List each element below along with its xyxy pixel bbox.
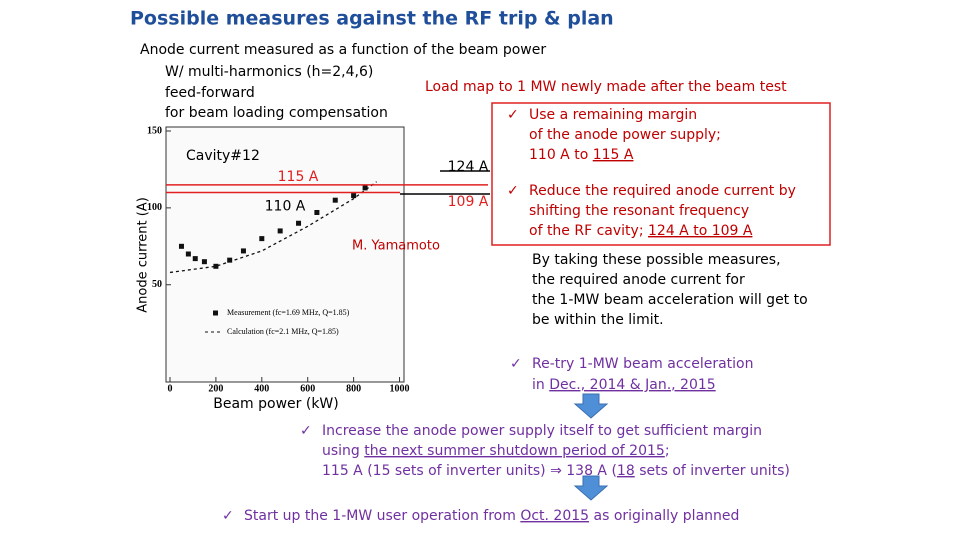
text-segment: 110 A to: [529, 147, 593, 163]
reference-label: 110 A: [265, 199, 306, 215]
marker: [259, 236, 265, 242]
text-segment: the next summer shutdown period of 2015: [364, 443, 665, 459]
text-segment: Anode current measured as a function of …: [140, 42, 546, 58]
marker: [192, 256, 198, 262]
text-segment: the required anode current for: [532, 272, 745, 288]
y-tick-label: 50: [152, 279, 162, 290]
marker: [362, 185, 368, 191]
plot-frame: [165, 126, 405, 383]
reference-label: 124 A: [448, 159, 489, 175]
text-segment: for beam loading compensation: [165, 105, 388, 121]
text-line: using the next summer shutdown period of…: [322, 443, 670, 459]
text-segment: as originally planned: [589, 508, 739, 524]
text-segment: Reduce the required anode current by: [529, 183, 796, 199]
text-segment: Load map to 1 MW newly made after the be…: [425, 79, 787, 95]
x-tick-label: 400: [254, 383, 269, 394]
text-segment: By taking these possible measures,: [532, 252, 781, 268]
text-segment: 124 A to 109 A: [648, 223, 753, 239]
text-segment: of the anode power supply;: [529, 127, 721, 143]
text-segment: 18: [617, 463, 635, 479]
marker: [351, 193, 357, 199]
calc-line: [169, 181, 377, 274]
y-axis-label: Anode current (A): [136, 197, 151, 313]
legend-marker: [213, 310, 218, 316]
x-tick-label: 0: [168, 383, 173, 394]
text-line: 115 A (15 sets of inverter units) ⇒ 138 …: [322, 463, 790, 479]
marker: [178, 243, 184, 249]
text-line: the required anode current for: [532, 272, 745, 288]
marker: [185, 251, 191, 257]
annotation: Cavity#12: [186, 148, 260, 164]
text-line: 110 A to 115 A: [529, 147, 634, 163]
text-segment: feed-forward: [165, 85, 255, 101]
text-line: for beam loading compensation: [165, 105, 388, 121]
text-segment: W/ multi-harmonics (h=2,4,6): [165, 64, 373, 80]
text-line: Increase the anode power supply itself t…: [322, 423, 762, 439]
flow-arrows: [573, 393, 609, 501]
x-axis-label: Beam power (kW): [213, 396, 338, 412]
text-segment: sets of inverter units): [635, 463, 790, 479]
text-line: Anode current measured as a function of …: [140, 42, 546, 58]
text-line: Reduce the required anode current by: [529, 183, 796, 199]
text-segment: Dec., 2014 & Jan., 2015: [549, 377, 715, 393]
reference-label: 115 A: [278, 169, 319, 185]
marker: [296, 220, 302, 226]
text-line: be within the limit.: [532, 312, 664, 328]
text-line: Load map to 1 MW newly made after the be…: [425, 79, 787, 95]
legend-label: Calculation (fc=2.1 MHz, Q=1.85): [227, 327, 339, 336]
check-mark: ✓: [507, 107, 519, 123]
marker: [277, 228, 283, 234]
text-line: W/ multi-harmonics (h=2,4,6): [165, 64, 373, 80]
y-tick-label: 100: [147, 202, 162, 213]
text-segment: be within the limit.: [532, 312, 664, 328]
marker: [240, 248, 246, 254]
text-line: the 1-MW beam acceleration will get to: [532, 292, 808, 308]
check-mark: ✓: [300, 423, 312, 439]
text-segment: Start up the 1-MW user operation from: [244, 508, 520, 524]
x-tick-label: 1000: [390, 383, 410, 394]
text-line: shifting the resonant frequency: [529, 203, 749, 219]
text-segment: the 1-MW beam acceleration will get to: [532, 292, 808, 308]
x-tick-label: 800: [346, 383, 361, 394]
text-segment: in: [532, 377, 549, 393]
text-segment: 115 A: [593, 147, 634, 163]
text-line: in Dec., 2014 & Jan., 2015: [532, 377, 716, 393]
x-tick-label: 200: [208, 383, 223, 394]
slide-title: Possible measures against the RF trip & …: [130, 8, 614, 30]
highlight-box: [491, 102, 831, 246]
text-line: Start up the 1-MW user operation from Oc…: [244, 508, 739, 524]
plot: 50 100 150 0 200 400 600 800 1000 Measurement (fc…: [147, 125, 410, 394]
marker: [201, 259, 207, 265]
text-segment: of the RF cavity;: [529, 223, 648, 239]
text-segment: using: [322, 443, 364, 459]
marker: [314, 209, 320, 215]
marker: [332, 197, 338, 203]
text-segment: shifting the resonant frequency: [529, 203, 749, 219]
check-mark: ✓: [222, 508, 234, 524]
text-line: By taking these possible measures,: [532, 252, 781, 268]
reference-label: 109 A: [448, 194, 489, 210]
text-line: of the RF cavity; 124 A to 109 A: [529, 223, 753, 239]
marker: [213, 263, 219, 269]
legend-label: Measurement (fc=1.69 MHz, Q=1.85): [227, 308, 350, 317]
x-tick-label: 600: [300, 383, 315, 394]
arrow: [573, 475, 609, 501]
text-segment: Increase the anode power supply itself t…: [322, 423, 762, 439]
marker: [227, 257, 233, 263]
y-tick-label: 150: [147, 125, 162, 136]
text-segment: 115 A (15 sets of inverter units) ⇒ 138 …: [322, 463, 617, 479]
text-line: Use a remaining margin: [529, 107, 697, 123]
text-line: of the anode power supply;: [529, 127, 721, 143]
arrow: [573, 393, 609, 419]
text-segment: Oct. 2015: [520, 508, 589, 524]
check-mark: ✓: [510, 356, 522, 372]
text-segment: ;: [665, 443, 670, 459]
author: M. Yamamoto: [352, 239, 440, 254]
text-segment: Use a remaining margin: [529, 107, 697, 123]
check-mark: ✓: [507, 183, 519, 199]
text-line: feed-forward: [165, 85, 255, 101]
text-segment: Re-try 1-MW beam acceleration: [532, 356, 753, 372]
text-line: Re-try 1-MW beam acceleration: [532, 356, 753, 372]
